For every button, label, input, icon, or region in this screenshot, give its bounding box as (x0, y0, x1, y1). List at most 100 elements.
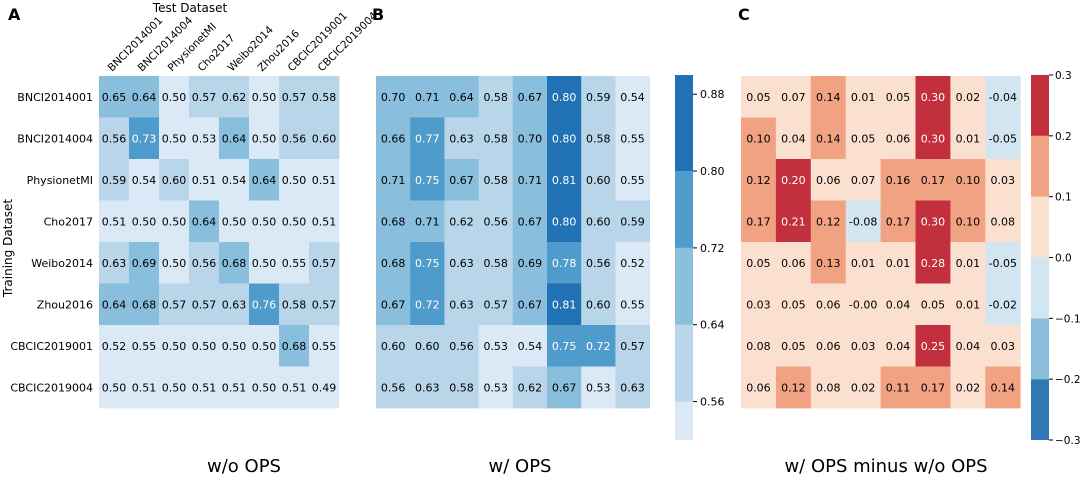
heatmap-b-cell (478, 242, 514, 284)
heatmap-c-cell (741, 366, 777, 409)
colorbar-c-tick-label: 0.0 (1055, 253, 1072, 265)
heatmap-c-value-label: 0.04 (886, 340, 911, 353)
colorbar-b-tick-label: 0.56 (700, 396, 725, 409)
heatmap-b-value-label: 0.56 (483, 215, 508, 228)
heatmap-c-cell (810, 200, 847, 243)
heatmap-b-cell (615, 325, 650, 367)
heatmap-a-cell (129, 159, 160, 201)
heatmap-a-cell (219, 200, 250, 243)
heatmap-c-value-label: 0.02 (956, 381, 981, 394)
heatmap-a-cell (279, 200, 310, 243)
heatmap-a-value-label: 0.56 (192, 257, 217, 270)
heatmap-c-cell (950, 159, 986, 201)
heatmap-c-cell (810, 117, 847, 160)
heatmap-a-cell (129, 242, 160, 284)
heatmap-c-cell (845, 366, 881, 409)
heatmap-b-value-label: 0.60 (586, 215, 611, 228)
heatmap-a-cell (159, 325, 190, 367)
heatmap-c-cell (775, 366, 812, 409)
heatmap-c-value-label: 0.10 (746, 132, 771, 145)
heatmap-b-value-label: 0.68 (381, 215, 406, 228)
colorbar-b-tick-label: 0.64 (700, 319, 725, 332)
heatmap-a-cell (219, 117, 250, 160)
heatmap-b-value-label: 0.75 (415, 257, 440, 270)
heatmap-a-value-label: 0.51 (222, 381, 247, 394)
heatmap-c-value-label: 0.10 (956, 215, 981, 228)
heatmap-a-value-label: 0.55 (312, 340, 337, 353)
heatmap-c-value-label: 0.12 (816, 215, 841, 228)
heatmap-a-value-label: 0.50 (102, 381, 127, 394)
colorbar-c-segment (1031, 257, 1049, 319)
heatmap-a-cell (189, 76, 220, 118)
heatmap-a-cell (219, 366, 250, 409)
heatmap-a-value-label: 0.51 (132, 381, 157, 394)
heatmap-c-value-label: 0.04 (781, 132, 806, 145)
heatmap-b-cell (547, 325, 582, 367)
panel-label-a: A (8, 5, 21, 24)
heatmap-b-value-label: 0.54 (620, 91, 645, 104)
heatmap-b-value-label: 0.71 (518, 174, 543, 187)
heatmap-a-cell (309, 283, 340, 326)
colorbar-c-segment (1031, 75, 1049, 136)
heatmap-b-cell (512, 366, 548, 409)
panel-title-b: w/ OPS (489, 456, 552, 477)
heatmap-c-cell (915, 242, 951, 284)
heatmap-a-value-label: 0.51 (192, 381, 217, 394)
heatmap-c-value-label: 0.16 (886, 174, 911, 187)
heatmap-a-cell (219, 283, 250, 326)
heatmap-c-cell (915, 159, 951, 201)
heatmap-c-value-label: 0.05 (921, 298, 946, 311)
heatmap-b-value-label: 0.60 (586, 174, 611, 187)
heatmap-c-cell (915, 366, 951, 409)
heatmap-a-value-label: 0.53 (192, 132, 217, 145)
heatmap-a-value-label: 0.50 (162, 132, 187, 145)
colorbar-b-tick-label: 0.88 (700, 88, 725, 101)
heatmap-a-value-label: 0.64 (132, 91, 157, 104)
heatmap-a-cell (249, 117, 280, 160)
heatmap-a-cell (99, 159, 130, 201)
heatmap-c-cell (741, 325, 777, 367)
y-tick-label: CBCIC2019004 (10, 381, 93, 394)
heatmap-b-cell (444, 366, 479, 409)
heatmap-a-value-label: 0.50 (252, 381, 277, 394)
heatmap-a-cell (219, 242, 250, 284)
heatmap-a-value-label: 0.59 (102, 174, 127, 187)
heatmap-c: 0.05 0.07 0.14 0.01 0.05 0.30 0.02 -0.04 0.10 0.0… (741, 76, 1021, 409)
heatmap-b-cell (512, 159, 548, 201)
heatmap-b-cell (410, 159, 445, 201)
heatmap-b-value-label: 0.68 (381, 257, 406, 270)
heatmap-b-cell (376, 283, 411, 326)
heatmap-a-value-label: 0.51 (102, 215, 127, 228)
heatmap-b-cell (615, 283, 650, 326)
heatmap-b-cell (376, 242, 411, 284)
heatmap-b-cell (512, 325, 548, 367)
heatmap-c-value-label: 0.17 (886, 215, 911, 228)
heatmap-a-cell (159, 117, 190, 160)
colorbar-b-segment (675, 75, 693, 172)
heatmap-a-value-label: 0.57 (312, 257, 337, 270)
heatmap-c-cell (915, 117, 951, 160)
colorbar-c-segment (1031, 135, 1049, 197)
heatmap-c-cell (845, 283, 881, 326)
heatmap-a-cell (279, 325, 310, 367)
colorbar-c-segment (1031, 379, 1049, 440)
heatmap-c-cell (880, 200, 916, 243)
heatmap-c-cell (741, 159, 777, 201)
colorbar-b-tick-label: 0.80 (700, 165, 725, 178)
heatmap-a-value-label: 0.50 (222, 215, 247, 228)
heatmap-a-cell (159, 242, 190, 284)
heatmap-b-cell (581, 242, 616, 284)
heatmap-a-value-label: 0.57 (192, 91, 217, 104)
heatmap-c-cell (845, 159, 881, 201)
heatmap-a-cell (189, 242, 220, 284)
heatmap-c-cell (950, 200, 986, 243)
heatmap-b-cell (376, 200, 411, 243)
x-axis-title: Test Dataset (152, 1, 228, 15)
heatmap-a-cell (219, 159, 250, 201)
heatmap-a-value-label: 0.51 (282, 381, 307, 394)
heatmap-b-cell (512, 76, 548, 118)
heatmap-c-value-label: 0.17 (921, 381, 946, 394)
heatmap-c-value-label: 0.20 (781, 174, 806, 187)
heatmap-c-cell (880, 242, 916, 284)
heatmap-b-cell (547, 366, 582, 409)
